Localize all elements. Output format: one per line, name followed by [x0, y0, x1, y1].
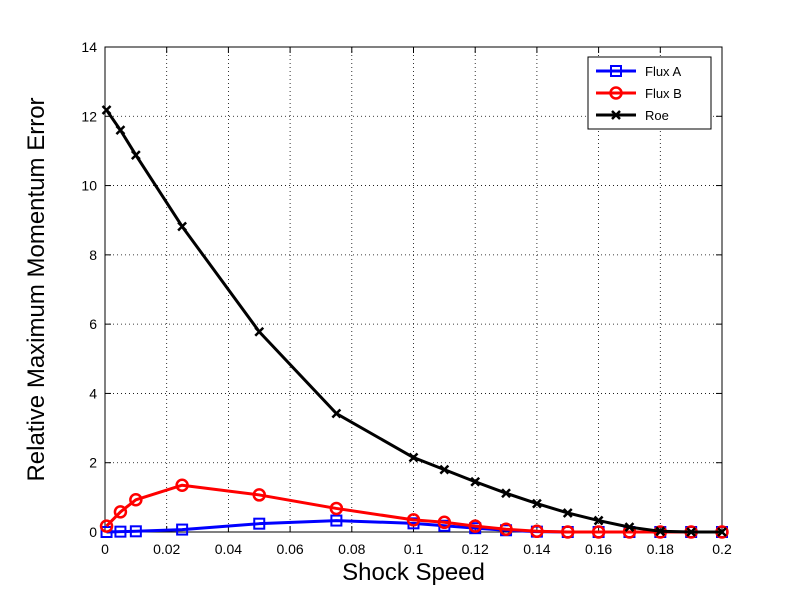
x-axis-title: Shock Speed — [342, 559, 485, 586]
data-point — [175, 478, 189, 492]
data-point — [253, 517, 266, 530]
data-point — [439, 464, 450, 475]
legend-swatch-marker — [609, 86, 623, 100]
data-point — [624, 522, 635, 533]
x-tick-label: 0.12 — [462, 541, 489, 557]
legend-label: Flux B — [645, 86, 682, 101]
data-point — [100, 526, 113, 538]
data-point — [655, 526, 666, 537]
legend-item: Flux A — [596, 64, 681, 79]
data-point — [530, 524, 544, 539]
data-point — [331, 408, 342, 419]
data-point — [562, 508, 573, 518]
data-point — [686, 527, 697, 537]
data-point — [329, 501, 344, 516]
data-point — [115, 125, 126, 136]
data-point — [406, 513, 421, 527]
data-point — [177, 221, 188, 232]
y-tick-label: 12 — [81, 108, 97, 124]
x-tick-label: 0.2 — [712, 541, 732, 557]
x-tick-label: 0.06 — [276, 541, 303, 557]
legend-item: Roe — [596, 108, 669, 123]
series-layer — [99, 105, 729, 539]
x-tick-label: 0.18 — [647, 541, 674, 557]
legend-swatch-marker — [610, 65, 622, 77]
data-point — [129, 493, 143, 507]
y-tick-label: 0 — [89, 524, 97, 540]
legend-label: Roe — [645, 108, 669, 123]
data-point — [561, 525, 575, 539]
data-point — [499, 522, 513, 536]
legend-item: Flux B — [596, 86, 682, 101]
x-tick-label: 0.14 — [523, 541, 550, 557]
series-roe — [101, 105, 727, 537]
y-tick-label: 14 — [81, 39, 97, 55]
data-point — [717, 527, 727, 537]
data-point — [330, 514, 343, 527]
legend-label: Flux A — [645, 64, 681, 79]
x-tick-label: 0.02 — [153, 541, 180, 557]
x-tick-label: 0 — [101, 541, 109, 557]
legend-swatch-marker — [611, 110, 621, 120]
data-point — [408, 452, 419, 463]
data-point — [468, 519, 482, 533]
data-point — [501, 488, 511, 499]
data-point — [176, 523, 189, 536]
data-point — [99, 519, 114, 533]
data-point — [113, 505, 128, 519]
x-tick-label: 0.16 — [585, 541, 612, 557]
x-tick-label: 0.08 — [338, 541, 365, 557]
data-point — [252, 488, 266, 502]
y-tick-label: 2 — [89, 455, 97, 471]
x-tick-label: 0.04 — [215, 541, 242, 557]
y-tick-label: 10 — [81, 178, 97, 194]
series-line — [105, 483, 722, 534]
axis-ticks: 0 0.02 0.04 0.06 0.08 0.1 0.12 0.14 0.16 0.18 0.2 0… — [81, 39, 732, 557]
y-axis-title: Relative Maximum Momentum Error — [23, 97, 50, 481]
y-tick-label: 8 — [89, 247, 97, 263]
data-point — [129, 525, 142, 538]
x-tick-label: 0.1 — [404, 541, 424, 557]
data-point — [470, 476, 481, 487]
legend: Flux A Flux B Roe — [587, 56, 712, 130]
data-point — [101, 105, 112, 115]
y-tick-label: 6 — [89, 316, 97, 332]
data-point — [437, 515, 452, 530]
y-tick-label: 4 — [89, 385, 97, 401]
data-point — [532, 498, 542, 509]
data-point — [114, 525, 127, 538]
data-point — [254, 326, 265, 337]
data-point — [130, 150, 141, 160]
data-point — [593, 515, 604, 526]
data-point — [591, 525, 606, 539]
